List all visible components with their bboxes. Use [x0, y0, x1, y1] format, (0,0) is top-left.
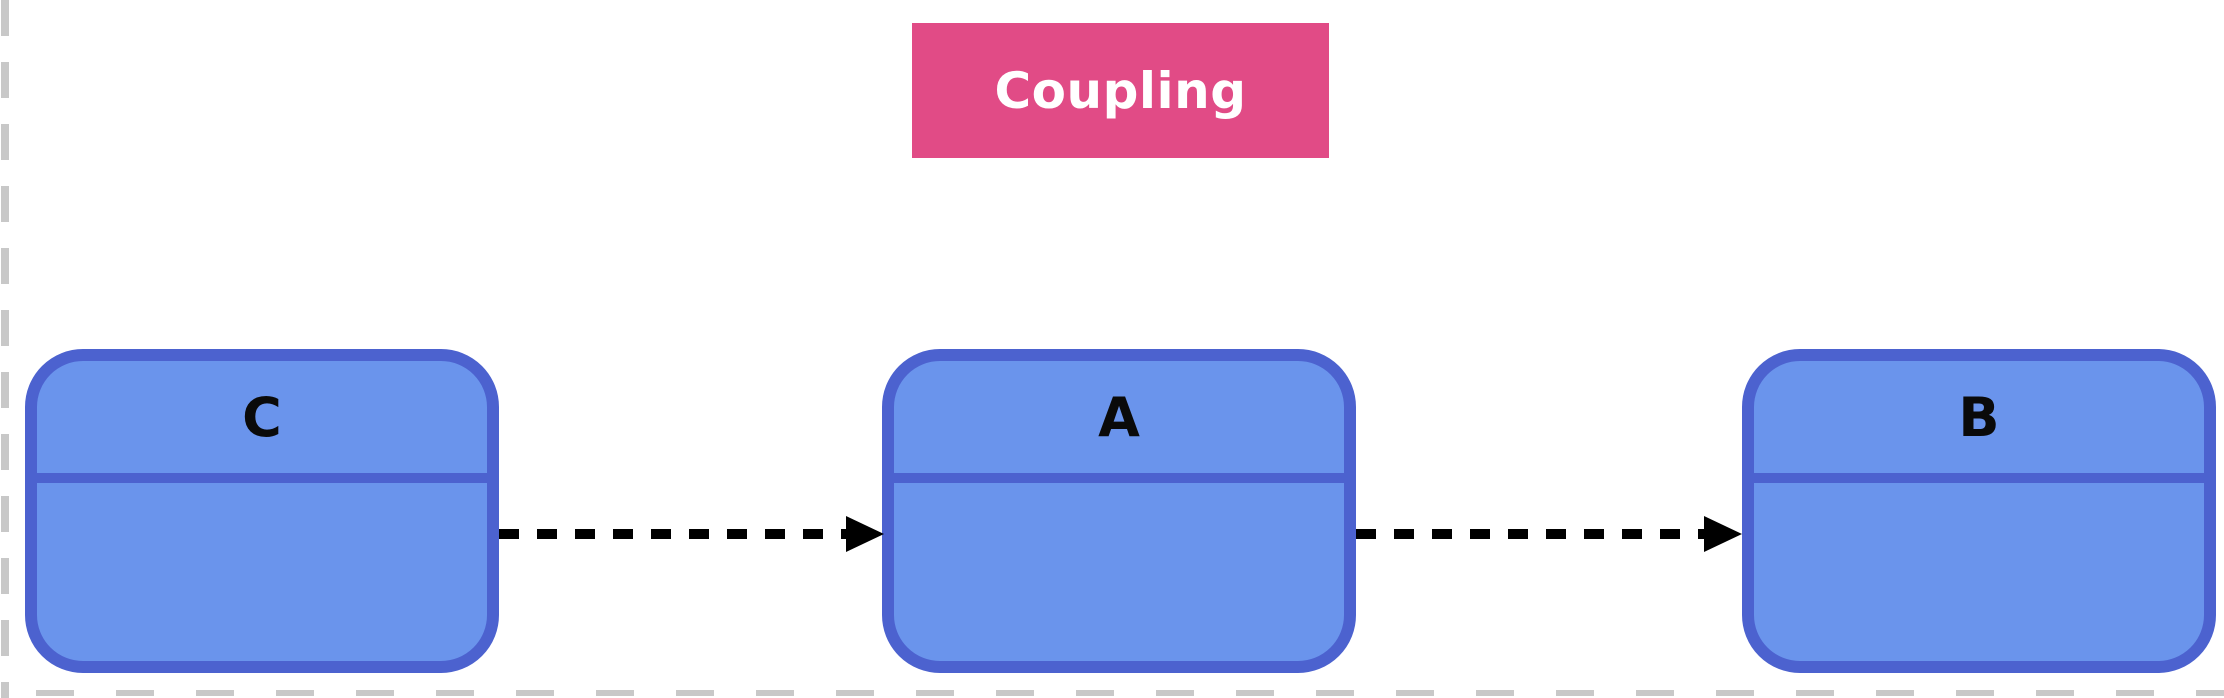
class-node-a-body	[894, 483, 1344, 661]
class-node-b-body	[1754, 483, 2204, 661]
bottom-dashed-border	[36, 690, 2224, 696]
class-node-c-header: C	[37, 361, 487, 483]
class-node-c-label: C	[242, 385, 282, 449]
diagram-title: Coupling	[912, 23, 1329, 158]
class-node-a-header: A	[894, 361, 1344, 483]
class-node-c: C	[25, 349, 499, 673]
class-node-b-header: B	[1754, 361, 2204, 483]
edge-c-to-a	[499, 516, 884, 552]
class-node-a: A	[882, 349, 1356, 673]
diagram-title-text: Coupling	[994, 61, 1247, 120]
edge-a-to-b-arrowhead	[1704, 516, 1742, 552]
edge-c-to-a-arrowhead	[846, 516, 884, 552]
class-node-a-label: A	[1098, 385, 1140, 449]
class-node-c-body	[37, 483, 487, 661]
left-dashed-border	[1, 0, 9, 698]
edge-a-to-b	[1356, 516, 1742, 552]
class-node-b-label: B	[1958, 385, 2000, 449]
class-node-b: B	[1742, 349, 2216, 673]
